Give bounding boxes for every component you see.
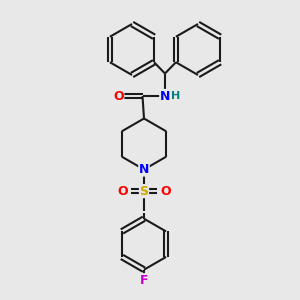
Text: H: H (171, 91, 180, 101)
Text: S: S (140, 184, 148, 198)
Text: O: O (117, 184, 128, 198)
Text: O: O (160, 184, 171, 198)
Text: F: F (140, 274, 148, 287)
Text: O: O (113, 89, 124, 103)
Text: N: N (160, 89, 170, 103)
Text: N: N (139, 163, 149, 176)
